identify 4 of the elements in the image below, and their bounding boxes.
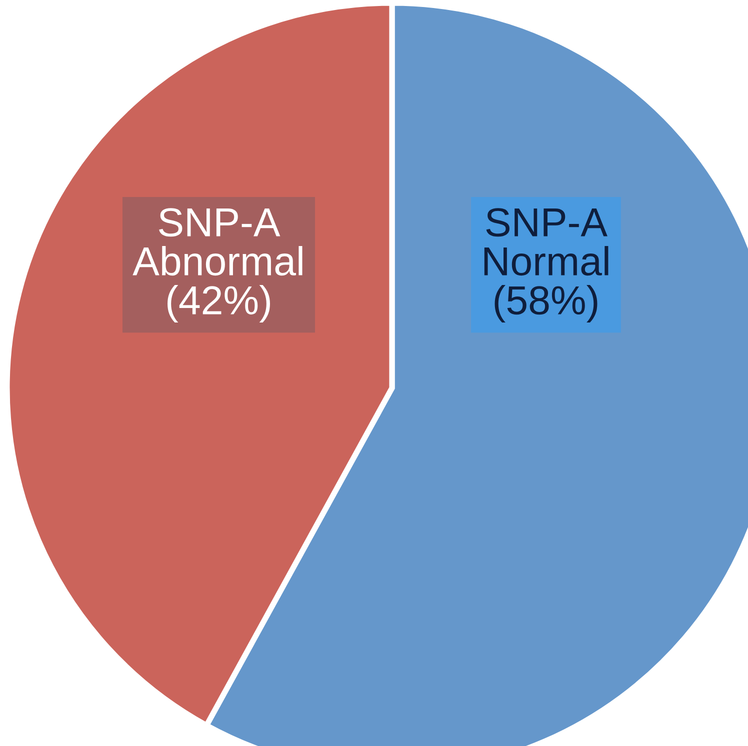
slice-label: SNP-A Abnormal <box>132 208 302 276</box>
data-label: (42%) <box>168 285 270 323</box>
slice-label: SNP-A Normal <box>484 208 608 276</box>
data-label: (58%) <box>494 285 598 323</box>
